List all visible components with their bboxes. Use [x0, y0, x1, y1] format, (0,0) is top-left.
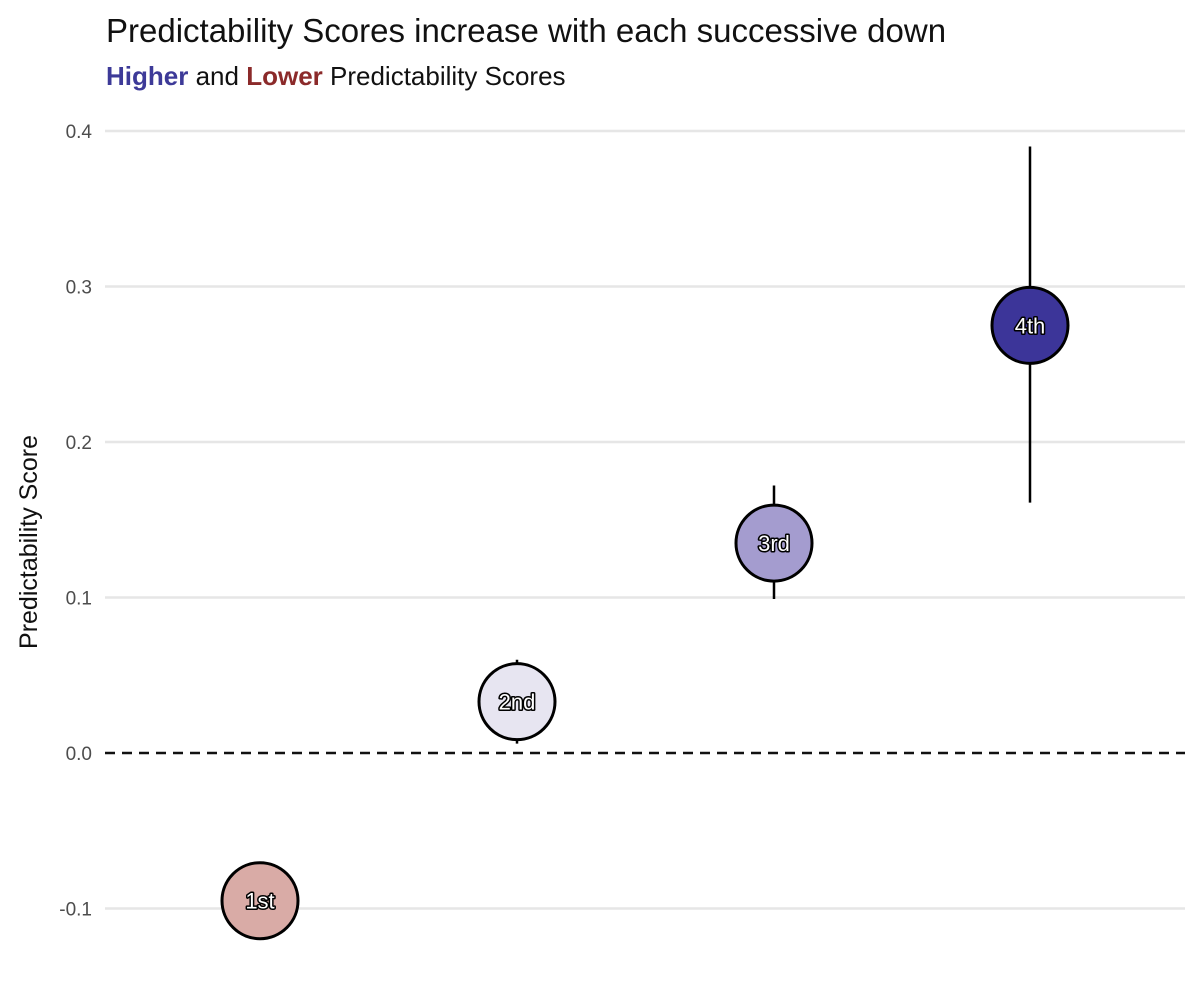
subtitle-lower: Lower: [246, 61, 323, 91]
point-label-1st: 1st: [245, 889, 274, 914]
gridlines: [105, 129, 1185, 910]
y-axis-title: Predictability Score: [15, 435, 43, 649]
point-label-4th: 4th: [1015, 313, 1046, 338]
y-tick-label: 0.2: [66, 433, 92, 454]
point-1st: [220, 861, 300, 941]
point-4th: [990, 285, 1070, 365]
y-axis-ticks: -0.1 0.0 0.1 0.2 0.3 0.4: [59, 122, 92, 921]
y-tick-label: 0.1: [66, 589, 92, 610]
y-tick-label: 0.3: [66, 278, 92, 299]
subtitle-higher: Higher: [106, 61, 189, 91]
subtitle-rest: Predictability Scores: [330, 61, 566, 91]
y-tick-label: -0.1: [59, 900, 92, 921]
data-points: 1st 2nd 3rd 4th: [220, 285, 1070, 941]
chart-title: Predictability Scores increase with each…: [106, 12, 947, 49]
point-2nd: [477, 662, 557, 742]
subtitle-and: and: [195, 61, 239, 91]
chart-subtitle: Higher and Lower Predictability Scores: [106, 61, 566, 92]
y-tick-label: 0.0: [66, 744, 92, 765]
error-bars: [515, 146, 1032, 744]
y-tick-label: 0.4: [66, 122, 93, 143]
point-label-3rd: 3rd: [758, 531, 790, 556]
point-label-2nd: 2nd: [499, 690, 536, 715]
point-3rd: [734, 503, 814, 583]
